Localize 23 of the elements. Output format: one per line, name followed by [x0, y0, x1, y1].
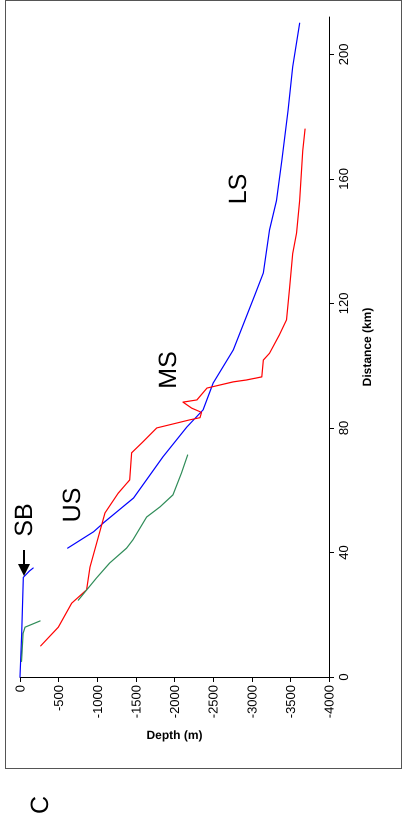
x-tick-label: -3000 [244, 685, 260, 718]
annotation: MS [154, 351, 182, 389]
x-tick-label: -2000 [167, 685, 182, 718]
annotation: LS [224, 174, 252, 204]
x-tick-label: -4000 [322, 685, 336, 718]
x-tick-label: -2500 [206, 685, 221, 718]
y-tick-label: 0 [336, 673, 351, 681]
x-tick-label: -1500 [128, 685, 144, 718]
y-axis-title: Distance (km) [360, 308, 374, 386]
annotation: US [58, 488, 86, 522]
x-tick-label: 0 [12, 685, 28, 692]
y-tick-label: 40 [336, 545, 351, 560]
text: C [26, 796, 54, 814]
x-tick-label: -1000 [90, 685, 105, 718]
x-axis-title: Depth (m) [146, 728, 202, 742]
y-tick-label: 200 [336, 44, 351, 66]
x-tick-label: -500 [51, 685, 66, 712]
x-tick-label: -3500 [282, 685, 298, 718]
line-series [40, 128, 306, 646]
annotation: SB [10, 503, 38, 537]
y-tick-label: 160 [336, 168, 351, 190]
y-tick-label: 120 [336, 292, 351, 314]
y-tick-label: 80 [336, 420, 351, 436]
